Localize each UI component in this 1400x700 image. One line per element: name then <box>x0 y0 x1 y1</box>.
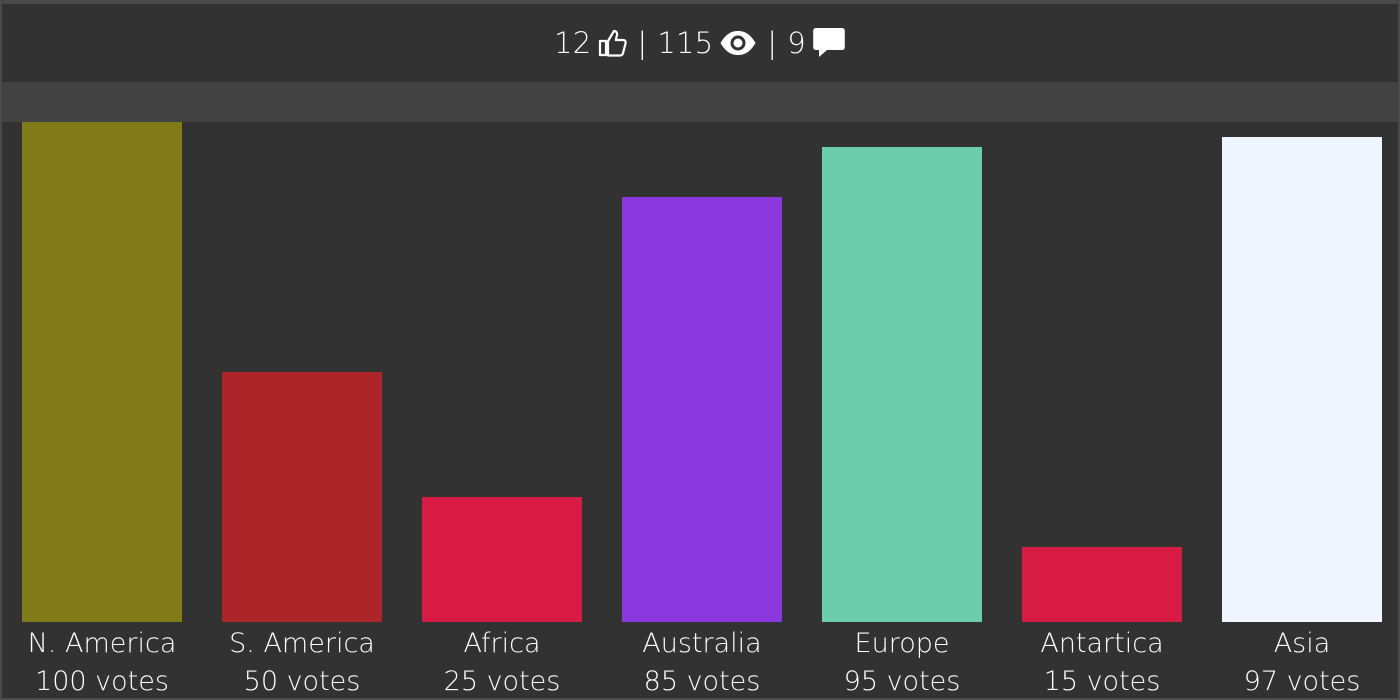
bar-antartica[interactable] <box>1022 547 1182 622</box>
bar-africa[interactable] <box>422 497 582 622</box>
stats-separator-2: | <box>767 26 778 60</box>
category-label: Antartica <box>1040 628 1163 659</box>
bar-australia[interactable] <box>622 197 782 622</box>
comments-count: 9 <box>787 26 806 60</box>
bar-n-america[interactable] <box>22 122 182 622</box>
category-label: Europe <box>855 628 950 659</box>
likes-count: 12 <box>554 26 592 60</box>
stats-bar: 12 | 115 | 9 <box>2 4 1398 82</box>
thumbs-up-icon[interactable] <box>597 28 628 58</box>
category-label: Asia <box>1274 628 1331 659</box>
poll-results-panel: 12 | 115 | 9 N. America 100 votes S. Ameri… <box>2 4 1398 698</box>
category-label: N. America <box>28 628 177 659</box>
category-label: S. America <box>229 628 375 659</box>
value-label: 97 votes <box>1244 666 1361 697</box>
comment-icon[interactable] <box>812 26 846 60</box>
category-label: Africa <box>463 628 540 659</box>
value-label: 50 votes <box>244 666 361 697</box>
value-label: 85 votes <box>644 666 761 697</box>
bar-s-america[interactable] <box>222 372 382 622</box>
value-label: 95 votes <box>844 666 961 697</box>
value-label: 100 votes <box>35 666 169 697</box>
value-label: 25 votes <box>444 666 561 697</box>
votes-bar-chart: N. America 100 votes S. America 50 votes Afr… <box>22 122 1382 697</box>
bar-europe[interactable] <box>822 147 982 622</box>
value-label: 15 votes <box>1044 666 1161 697</box>
views-count: 115 <box>657 26 714 60</box>
stats-separator: | <box>637 26 648 60</box>
header-divider <box>2 82 1398 122</box>
eye-icon <box>719 30 757 56</box>
bar-asia[interactable] <box>1222 137 1382 622</box>
category-label: Australia <box>642 628 761 659</box>
